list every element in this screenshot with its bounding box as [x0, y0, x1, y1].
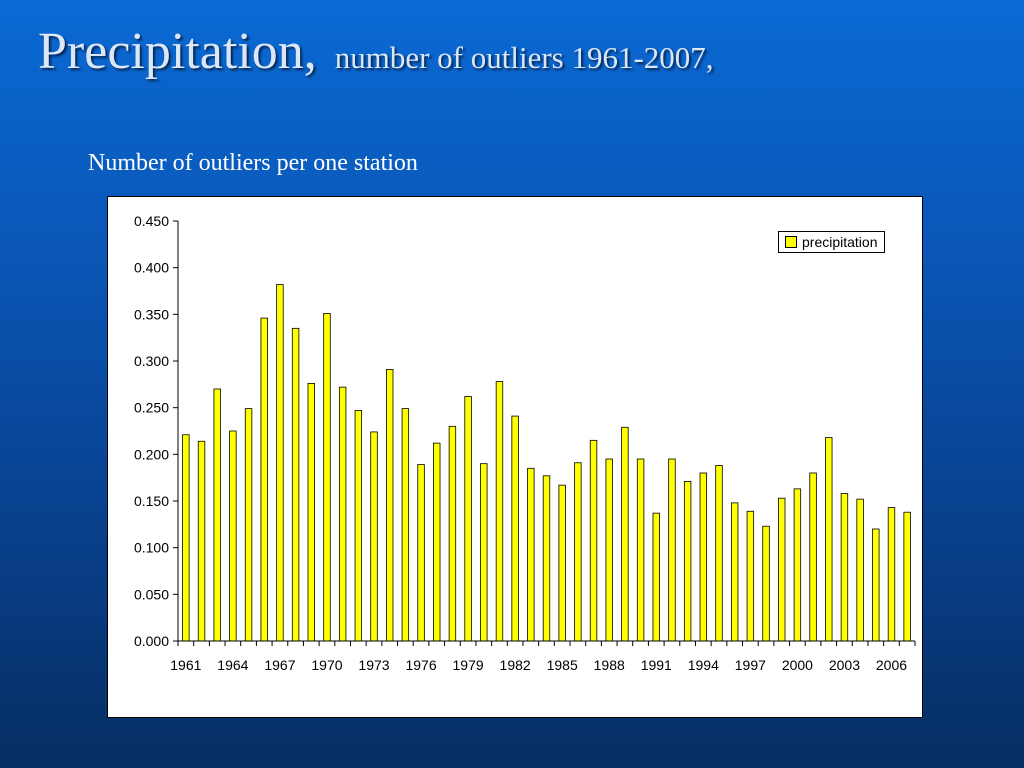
chart-caption: Number of outliers per one station [88, 150, 418, 176]
bar-1968 [291, 327, 300, 642]
bar-1961 [182, 434, 190, 642]
bar-1979 [464, 396, 472, 642]
y-tick-label: 0.200 [134, 446, 169, 462]
bar-2007 [903, 511, 911, 642]
x-tick-label: 1973 [358, 657, 389, 673]
x-tick-label: 2006 [876, 657, 907, 673]
bar-1962 [197, 440, 206, 642]
y-axis: 0.000 0.050 0.100 0.150 0.200 0.250 0.300 0.350… [134, 213, 179, 649]
bar-1978 [448, 425, 457, 642]
bar-1969 [307, 382, 315, 642]
y-tick-label: 0.100 [134, 540, 169, 556]
bar-1987 [589, 439, 598, 642]
legend: precipitation [778, 231, 885, 253]
y-tick-label: 0.450 [134, 213, 169, 229]
bar-1975 [401, 408, 410, 642]
bar-2004 [856, 498, 864, 642]
bar-1994 [699, 472, 708, 642]
x-tick-label: 2000 [782, 657, 813, 673]
bar-series-precipitation [182, 284, 911, 642]
bar-1984 [542, 475, 551, 642]
bar-1991 [652, 512, 660, 642]
x-tick-label: 2003 [829, 657, 860, 673]
bar-1998 [762, 525, 770, 642]
bar-1965 [244, 408, 253, 642]
bar-1982 [511, 415, 519, 642]
bar-1989 [621, 426, 629, 642]
slide-title-sub: number of outliers 1961-2007, [334, 40, 714, 75]
x-tick-label: 1976 [405, 657, 436, 673]
bar-1964 [229, 430, 237, 642]
x-tick-label: 1982 [500, 657, 531, 673]
bar-1977 [433, 442, 441, 642]
x-tick-label: 1967 [264, 657, 295, 673]
bar-1993 [683, 480, 692, 642]
bar-1997 [746, 510, 755, 642]
bar-1995 [715, 465, 723, 642]
x-tick-label: 1961 [170, 657, 201, 673]
x-tick-label: 1997 [735, 657, 766, 673]
bar-1971 [338, 386, 347, 642]
bar-1985 [558, 484, 566, 642]
bar-1983 [527, 467, 535, 642]
bar-1967 [276, 284, 284, 642]
bar-1972 [354, 410, 363, 642]
y-tick-label: 0.050 [134, 586, 169, 602]
bar-2005 [872, 528, 880, 642]
x-tick-label: 1979 [453, 657, 484, 673]
bar-1986 [574, 462, 582, 642]
bar-1996 [730, 502, 739, 642]
bar-1980 [480, 463, 488, 642]
x-tick-label: 1991 [641, 657, 672, 673]
y-tick-label: 0.150 [134, 493, 169, 509]
slide-title: Precipitation, number of outliers 1961-20… [38, 22, 714, 81]
bar-1992 [668, 458, 676, 642]
legend-label: precipitation [802, 234, 878, 250]
x-tick-label: 1988 [594, 657, 625, 673]
x-axis: 1961 1964 1967 1970 1973 1976 1979 1982 1985 1988… [170, 640, 916, 673]
x-tick-label: 1985 [547, 657, 578, 673]
y-tick-label: 0.400 [134, 260, 169, 276]
bar-1976 [417, 464, 425, 642]
bar-1990 [636, 458, 645, 642]
bar-1999 [778, 497, 786, 642]
chart-container: 0.000 0.050 0.100 0.150 0.200 0.250 0.300 0.350… [107, 196, 923, 718]
bar-2001 [809, 472, 817, 642]
y-tick-label: 0.300 [134, 353, 169, 369]
y-tick-label: 0.250 [134, 400, 169, 416]
bar-1966 [260, 317, 268, 642]
x-tick-label: 1970 [311, 657, 342, 673]
bar-2003 [840, 493, 849, 642]
x-tick-label: 1994 [688, 657, 719, 673]
y-tick-label: 0.000 [134, 633, 169, 649]
bar-2006 [887, 507, 896, 642]
bar-2002 [825, 437, 833, 642]
x-tick-label: 1964 [217, 657, 248, 673]
legend-swatch [785, 236, 797, 248]
bar-chart: 0.000 0.050 0.100 0.150 0.200 0.250 0.300 0.350… [134, 213, 916, 673]
y-tick-label: 0.350 [134, 306, 169, 322]
bar-1981 [495, 381, 504, 642]
slide-title-main: Precipitation, [38, 23, 317, 80]
bar-1970 [323, 313, 331, 642]
bar-1974 [385, 368, 394, 642]
bar-1963 [213, 388, 221, 642]
bar-2000 [793, 488, 802, 642]
bar-1988 [605, 458, 613, 642]
bar-1973 [370, 431, 378, 642]
